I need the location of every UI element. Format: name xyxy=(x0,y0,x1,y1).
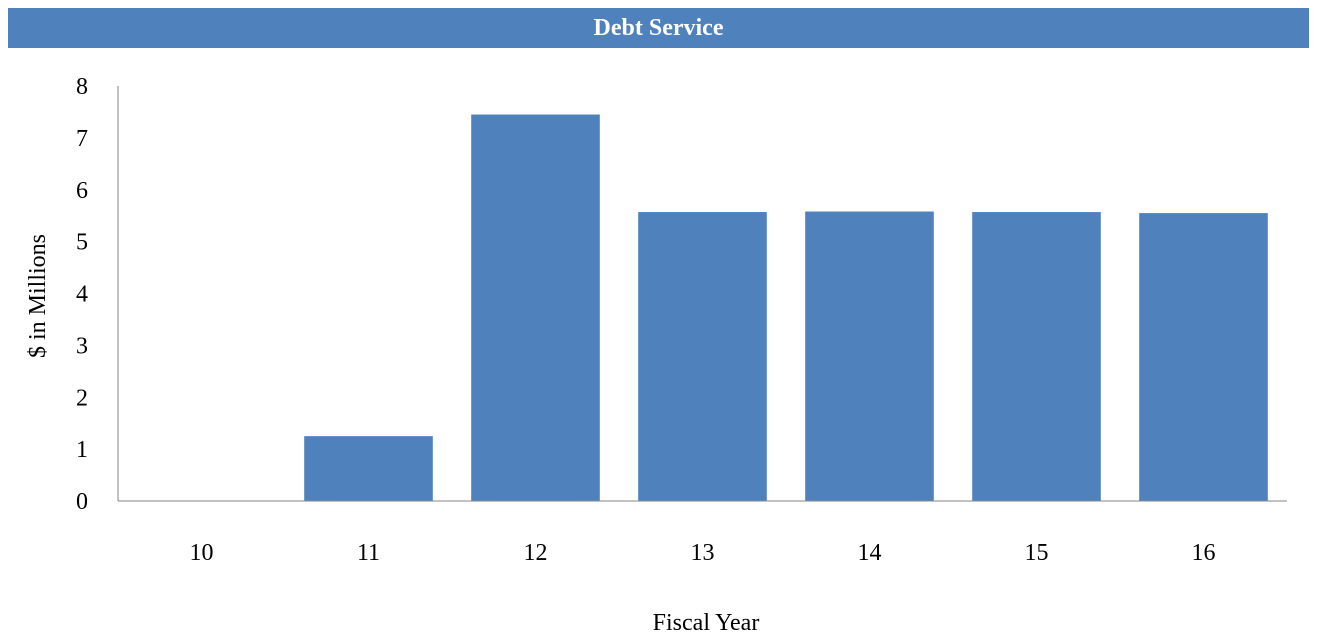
y-tick-label: 3 xyxy=(76,333,88,359)
x-tick-label: 11 xyxy=(357,540,380,566)
chart-title: Debt Service xyxy=(593,14,724,41)
y-tick-label: 4 xyxy=(76,282,88,308)
y-tick-label: 1 xyxy=(76,437,88,463)
x-tick-label: 13 xyxy=(691,540,715,566)
y-tick-label: 5 xyxy=(76,230,88,256)
y-tick-label: 7 xyxy=(76,126,88,152)
bar xyxy=(972,212,1101,501)
x-tick-label: 10 xyxy=(190,540,214,566)
y-axis-title: $ in Millions xyxy=(25,234,51,358)
bars-group xyxy=(304,114,1268,501)
bar xyxy=(638,212,767,501)
bar xyxy=(304,436,433,501)
y-tick-label: 8 xyxy=(76,74,88,100)
y-tick-label: 2 xyxy=(76,385,88,411)
x-tick-labels: 10 11 12 13 14 15 16 xyxy=(190,540,1216,566)
x-tick-label: 15 xyxy=(1025,540,1049,566)
y-tick-labels: 0 1 2 3 4 5 6 7 8 xyxy=(76,74,88,515)
x-tick-label: 16 xyxy=(1192,540,1216,566)
bar xyxy=(805,211,934,501)
y-tick-label: 6 xyxy=(76,178,88,204)
bar xyxy=(471,114,600,501)
chart-title-bar: Debt Service xyxy=(8,8,1309,48)
x-tick-label: 14 xyxy=(858,540,882,566)
x-tick-label: 12 xyxy=(524,540,548,566)
y-tick-label: 0 xyxy=(76,489,88,515)
bar xyxy=(1139,213,1268,501)
x-axis-title: Fiscal Year xyxy=(653,610,760,636)
